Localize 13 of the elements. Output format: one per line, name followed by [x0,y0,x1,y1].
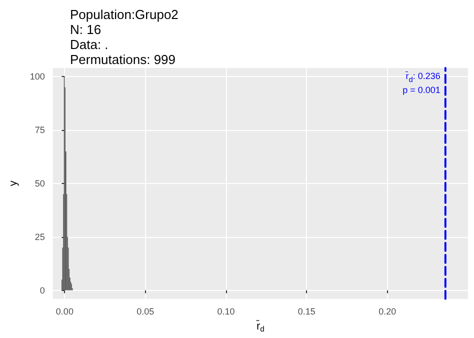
x-tick-label: 0.15 [298,306,316,316]
y-tick-label: 75 [34,124,45,135]
y-tick-label: 100 [30,72,45,82]
x-tick-label: 0.10 [217,306,235,316]
x-tick-label: 0.20 [378,306,396,316]
y-axis-title: y [8,180,20,186]
x-tick-label: 0.00 [56,306,74,316]
ref-line-label: r̄$_{d}$: 0.236 p = 0.001 [402,71,440,96]
y-tick-label: 50 [34,178,45,188]
y-tick-label: 0 [40,285,45,296]
y-tick-label: 25 [34,232,45,242]
x-tick-label: 0.05 [136,306,154,316]
chart-title: Population:Grupo2 N: 16 Data: . Permutations: 999 [70,7,178,67]
